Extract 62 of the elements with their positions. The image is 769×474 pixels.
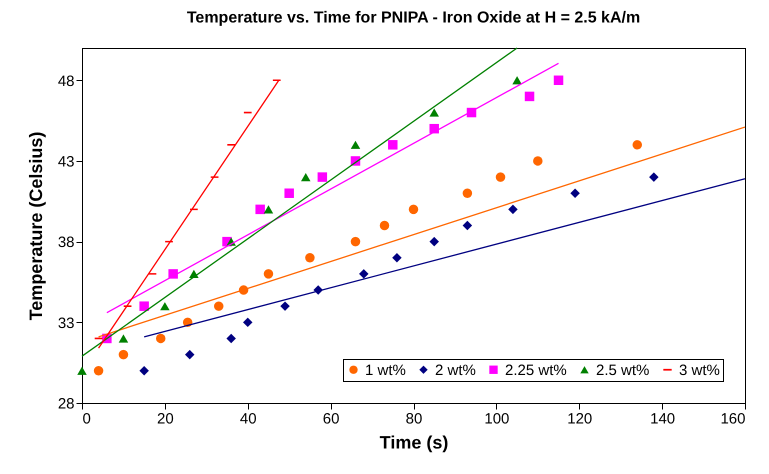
- point: [524, 92, 534, 102]
- y-tick-label: 28: [58, 396, 74, 412]
- point: [118, 334, 128, 343]
- x-tick-label: 20: [157, 410, 174, 428]
- legend-label: 2.5 wt%: [596, 362, 650, 379]
- point: [139, 301, 149, 311]
- point: [429, 236, 439, 246]
- legend-label: 1 wt%: [365, 362, 406, 379]
- point: [408, 204, 418, 214]
- point: [570, 188, 580, 198]
- point: [388, 140, 398, 150]
- point: [77, 366, 87, 375]
- point: [318, 172, 328, 182]
- x-tick-label: 160: [720, 410, 746, 428]
- point: [533, 156, 543, 166]
- y-tick-label: 48: [58, 72, 74, 90]
- x-tick-label: 80: [406, 410, 422, 428]
- point: [280, 301, 290, 311]
- x-tick-label: 100: [484, 410, 510, 428]
- point: [301, 172, 311, 182]
- x-tick-label: 120: [567, 410, 592, 428]
- point: [264, 205, 274, 214]
- point: [184, 350, 194, 360]
- point: [392, 253, 402, 263]
- point: [496, 172, 506, 182]
- point: [462, 220, 472, 230]
- point: [139, 366, 149, 376]
- point: [649, 172, 659, 182]
- point: [284, 188, 294, 198]
- point: [462, 188, 472, 198]
- x-tick-label: 0: [82, 410, 91, 428]
- y-axis-title: Temperature (Celsius): [26, 132, 46, 320]
- chart-title: Temperature vs. Time for PNIPA - Iron Oxide at H = 2.5 kA/m: [186, 9, 640, 26]
- point: [429, 108, 439, 117]
- point: [160, 302, 170, 310]
- point: [305, 253, 315, 263]
- x-tick-label: 60: [322, 410, 340, 428]
- x-axis-title: Time (s): [380, 432, 448, 452]
- point: [512, 76, 522, 84]
- point: [214, 301, 224, 311]
- x-tick-label: 140: [650, 410, 676, 428]
- point: [632, 140, 642, 150]
- y-tick-label: 33: [58, 314, 74, 332]
- point: [243, 318, 252, 328]
- point: [350, 140, 360, 149]
- point: [554, 76, 564, 86]
- point: [94, 366, 104, 376]
- point: [359, 269, 369, 279]
- legend-label: 2.25 wt%: [505, 362, 567, 379]
- legend-label: 3 wt%: [679, 362, 720, 379]
- point: [380, 220, 390, 230]
- point: [255, 204, 265, 214]
- point: [226, 334, 236, 344]
- point: [118, 350, 128, 360]
- point: [156, 334, 166, 344]
- point: [350, 236, 360, 246]
- legend-label: 2 wt%: [435, 362, 476, 379]
- y-tick-label: 38: [58, 234, 74, 252]
- point: [508, 204, 518, 214]
- x-tick-label: 40: [240, 410, 257, 428]
- point: [264, 269, 274, 279]
- y-tick-label: 43: [58, 153, 74, 170]
